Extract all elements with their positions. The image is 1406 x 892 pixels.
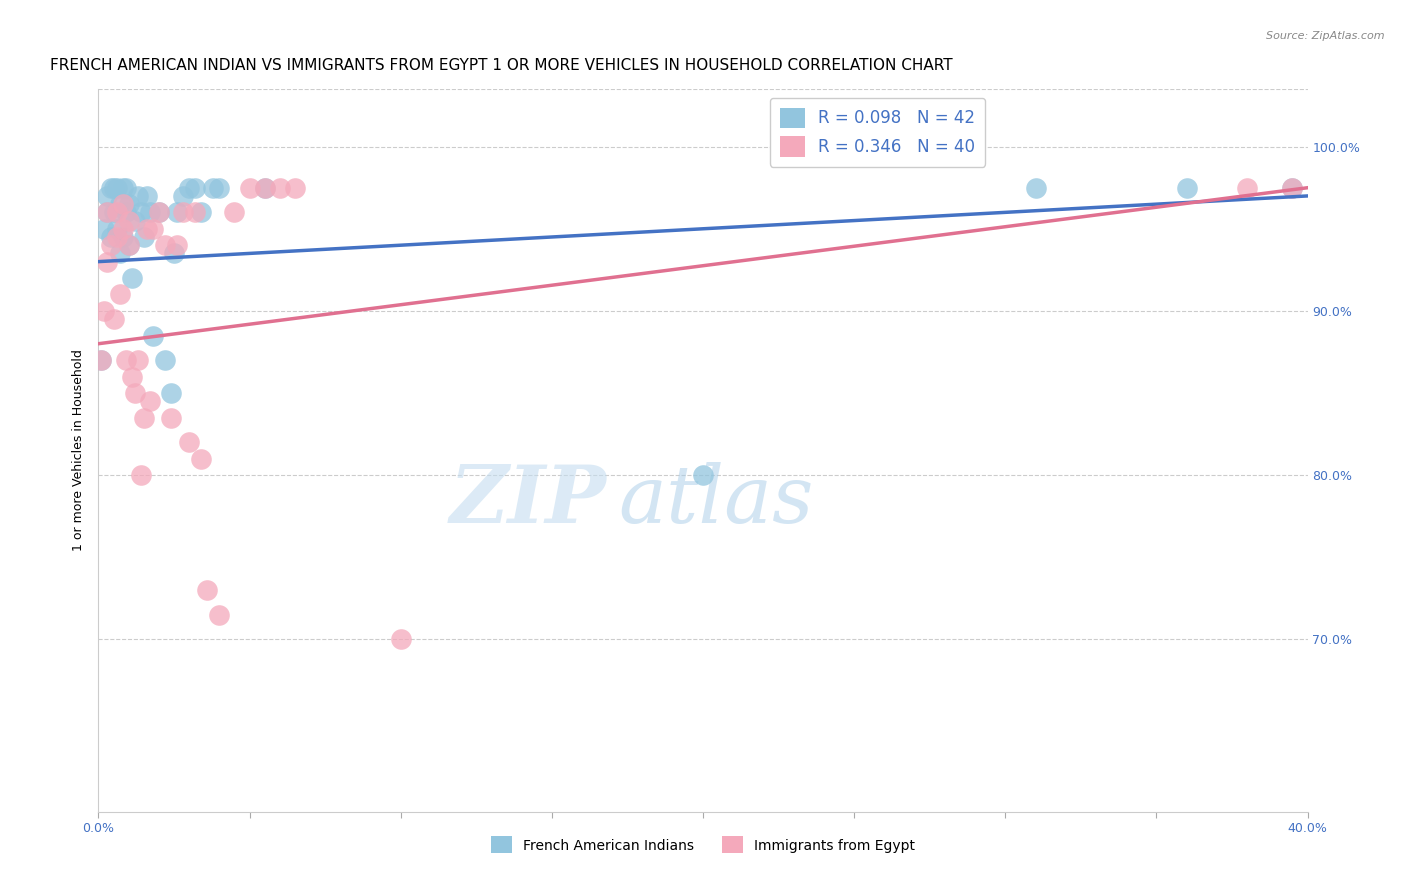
- Point: [129, 205, 152, 219]
- Point: [96, 189, 118, 203]
- Point: [135, 221, 157, 235]
- Point: [103, 205, 125, 219]
- Point: [163, 246, 186, 260]
- Point: [100, 230, 122, 244]
- Y-axis label: 1 or more Vehicles in Household: 1 or more Vehicles in Household: [72, 350, 86, 551]
- Point: [108, 246, 131, 260]
- Point: [96, 254, 118, 268]
- Point: [90, 353, 112, 368]
- Point: [172, 189, 194, 203]
- Point: [172, 205, 194, 219]
- Point: [208, 607, 231, 622]
- Point: [93, 304, 115, 318]
- Point: [124, 386, 146, 401]
- Point: [118, 238, 141, 252]
- Point: [105, 221, 128, 235]
- Point: [118, 197, 141, 211]
- Text: FRENCH AMERICAN INDIAN VS IMMIGRANTS FROM EGYPT 1 OR MORE VEHICLES IN HOUSEHOLD : FRENCH AMERICAN INDIAN VS IMMIGRANTS FRO…: [51, 58, 953, 73]
- Text: ZIP: ZIP: [450, 462, 606, 540]
- Point: [111, 221, 134, 235]
- Point: [148, 205, 170, 219]
- Point: [118, 213, 141, 227]
- Point: [253, 180, 276, 194]
- Point: [253, 180, 276, 194]
- Point: [179, 435, 201, 450]
- Point: [96, 205, 118, 219]
- Point: [105, 180, 128, 194]
- Point: [1175, 180, 1198, 194]
- Point: [184, 205, 207, 219]
- Point: [105, 205, 128, 219]
- Point: [269, 180, 291, 194]
- Point: [692, 468, 714, 483]
- Point: [124, 213, 146, 227]
- Point: [132, 230, 155, 244]
- Point: [239, 180, 262, 194]
- Point: [118, 238, 141, 252]
- Point: [190, 205, 212, 219]
- Point: [153, 238, 176, 252]
- Text: Source: ZipAtlas.com: Source: ZipAtlas.com: [1267, 31, 1385, 41]
- Point: [1281, 180, 1303, 194]
- Point: [139, 394, 162, 409]
- Point: [1236, 180, 1258, 194]
- Point: [103, 312, 125, 326]
- Point: [179, 180, 201, 194]
- Legend: French American Indians, Immigrants from Egypt: French American Indians, Immigrants from…: [485, 831, 921, 859]
- Point: [93, 221, 115, 235]
- Point: [139, 205, 162, 219]
- Point: [129, 468, 152, 483]
- Point: [121, 271, 143, 285]
- Point: [132, 410, 155, 425]
- Point: [121, 369, 143, 384]
- Point: [90, 353, 112, 368]
- Point: [1281, 180, 1303, 194]
- Point: [166, 205, 188, 219]
- Point: [108, 197, 131, 211]
- Point: [108, 287, 131, 301]
- Point: [208, 180, 231, 194]
- Point: [224, 205, 246, 219]
- Point: [111, 230, 134, 244]
- Point: [202, 180, 225, 194]
- Point: [148, 205, 170, 219]
- Point: [111, 197, 134, 211]
- Point: [160, 386, 183, 401]
- Point: [195, 582, 218, 597]
- Point: [127, 189, 149, 203]
- Point: [96, 205, 118, 219]
- Point: [114, 205, 136, 219]
- Point: [114, 353, 136, 368]
- Point: [284, 180, 307, 194]
- Point: [114, 180, 136, 194]
- Point: [389, 632, 412, 647]
- Point: [142, 221, 165, 235]
- Point: [166, 238, 188, 252]
- Point: [184, 180, 207, 194]
- Point: [153, 353, 176, 368]
- Point: [111, 180, 134, 194]
- Point: [160, 410, 183, 425]
- Text: atlas: atlas: [619, 462, 814, 540]
- Point: [103, 180, 125, 194]
- Point: [1024, 180, 1046, 194]
- Point: [135, 189, 157, 203]
- Point: [100, 180, 122, 194]
- Point: [127, 353, 149, 368]
- Point: [142, 328, 165, 343]
- Point: [100, 238, 122, 252]
- Point: [105, 230, 128, 244]
- Point: [190, 451, 212, 466]
